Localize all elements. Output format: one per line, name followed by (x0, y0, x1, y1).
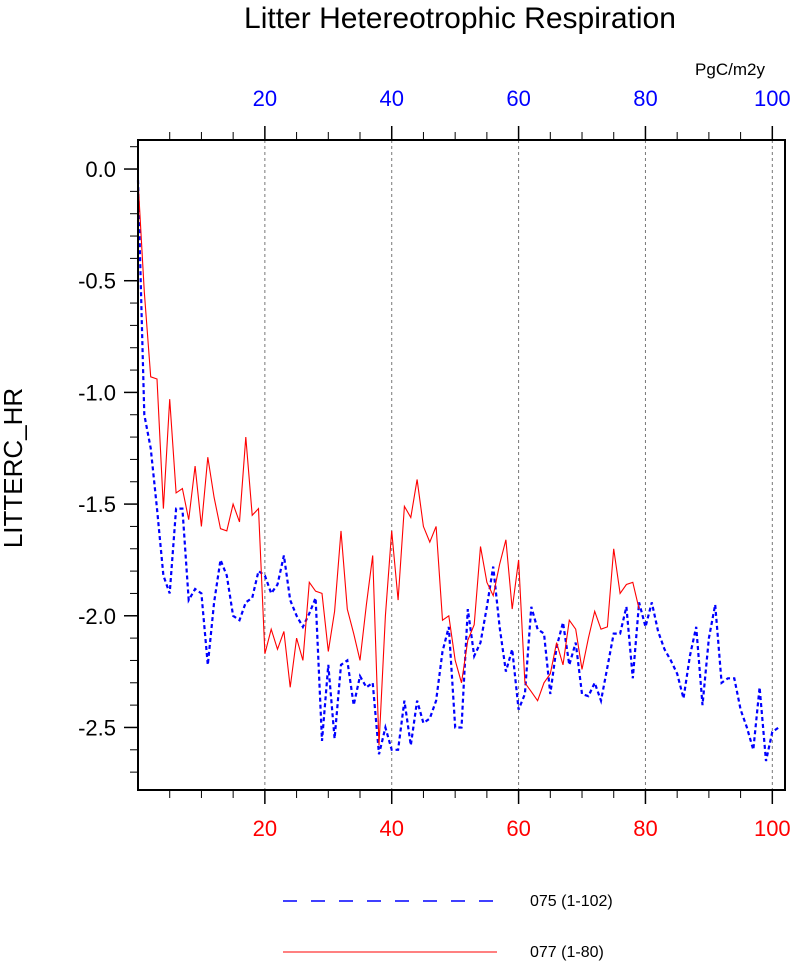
legend: 075 (1-102) 077 (1-80) (283, 893, 613, 961)
y-tick-label: 0.0 (85, 157, 116, 182)
y-tick-label: -0.5 (78, 269, 116, 294)
units-label: PgC/m2y (695, 60, 765, 79)
chart-title: Litter Hetereotrophic Respiration (244, 2, 676, 35)
top-x-tick-label: 80 (633, 86, 657, 111)
series-layer (136, 180, 780, 762)
top-x-tick-label: 40 (379, 86, 403, 111)
y-tick-label: -1.5 (78, 492, 116, 517)
series-075-line (136, 180, 780, 762)
top-x-tick-label: 100 (754, 86, 791, 111)
axes: 0.0 -0.5 -1.0 -1.5 -2.0 -2.5 20 40 60 80 100 20 40 60… (78, 86, 791, 841)
y-tick-label: -2.0 (78, 604, 116, 629)
bottom-x-tick-label: 60 (506, 816, 530, 841)
bottom-x-tick-label: 20 (253, 816, 277, 841)
y-tick-label: -2.5 (78, 715, 116, 740)
top-x-tick-label: 60 (506, 86, 530, 111)
y-axis-label: LITTERC_HR (0, 388, 28, 548)
vertical-grid (264, 140, 773, 790)
top-x-tick-label: 20 (253, 86, 277, 111)
plot-frame (137, 139, 786, 791)
bottom-x-tick-label: 40 (379, 816, 403, 841)
legend-label-075: 075 (1-102) (530, 893, 613, 910)
series-077-line (137, 180, 640, 746)
bottom-x-tick-label: 80 (633, 816, 657, 841)
bottom-x-tick-label: 100 (754, 816, 791, 841)
y-tick-label: -1.0 (78, 380, 116, 405)
legend-label-077: 077 (1-80) (530, 944, 604, 961)
